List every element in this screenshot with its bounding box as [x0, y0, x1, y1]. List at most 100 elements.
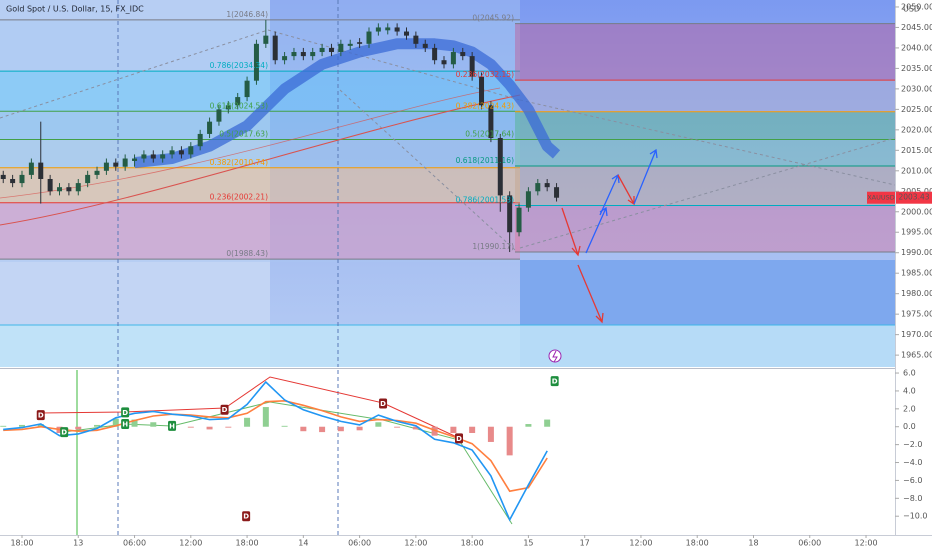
- x-tick-label: 17: [580, 539, 590, 548]
- signal-marker-label: D: [552, 378, 558, 386]
- histogram-bar: [394, 426, 401, 428]
- candle-body: [75, 183, 81, 192]
- candle-body: [441, 60, 447, 65]
- candle-body: [469, 56, 475, 77]
- fib-label: 1(2046.84): [226, 10, 268, 19]
- histogram-bar: [0, 425, 7, 427]
- x-tick-label: 18: [748, 539, 758, 548]
- histogram-bar: [450, 426, 457, 433]
- candle-body: [132, 158, 138, 161]
- y-tick-label: −8.0: [903, 494, 922, 503]
- histogram-bar: [525, 424, 532, 427]
- chart-title: Gold Spot / U.S. Dollar, 15, FX_IDC: [6, 5, 144, 14]
- fib-band: [515, 23, 895, 81]
- y-tick-label: 1970.00: [901, 330, 932, 339]
- y-tick-label: −4.0: [903, 458, 922, 467]
- trend-line: [519, 99, 896, 186]
- fib-band: [515, 166, 895, 206]
- candle-body: [141, 154, 147, 159]
- histogram-bar: [244, 417, 251, 427]
- y-tick-label: 2040.00: [901, 43, 932, 52]
- x-tick-label: 18:00: [461, 539, 484, 548]
- fib-band: [0, 139, 520, 168]
- candle-body: [122, 158, 128, 167]
- trend-line: [267, 29, 521, 101]
- candle-body: [516, 207, 522, 233]
- signal-marker: [379, 398, 388, 409]
- x-tick-label: 14: [298, 539, 308, 548]
- alert-icon[interactable]: [548, 349, 562, 363]
- signal-marker-label: D: [380, 400, 386, 408]
- candle-body: [338, 43, 344, 53]
- fib-band: [515, 205, 895, 253]
- histogram-bar: [19, 424, 26, 427]
- histogram-bar: [187, 426, 194, 428]
- signal-marker: [220, 404, 229, 415]
- y-tick-label: 2.0: [903, 404, 916, 413]
- signal-marker: [121, 419, 130, 430]
- candle-body: [413, 35, 419, 44]
- histogram-bar: [262, 407, 269, 427]
- histogram-bar: [150, 422, 157, 427]
- candle-body: [38, 162, 44, 179]
- histogram-bar: [487, 426, 494, 442]
- histogram-bar: [300, 426, 307, 432]
- x-tick-label: 06:00: [348, 539, 371, 548]
- candle-body: [310, 52, 316, 57]
- arrow: [577, 264, 604, 324]
- candle-body: [497, 138, 503, 196]
- signal-marker: [36, 410, 45, 421]
- candle-body: [57, 187, 63, 192]
- y-tick-label: 2035.00: [901, 64, 932, 73]
- fib-label: 0.786(2034.34): [210, 61, 268, 70]
- signal-marker-label: D: [222, 406, 228, 414]
- signal-marker-label: D: [122, 409, 128, 417]
- fib-label: 0(2045.92): [472, 14, 514, 23]
- candle-body: [244, 80, 250, 98]
- candle-body: [0, 174, 6, 179]
- x-tick-label: 12:00: [404, 539, 427, 548]
- x-tick-label: 06:00: [798, 539, 821, 548]
- y-tick-label: −10.0: [903, 512, 928, 521]
- histogram-bar: [506, 426, 513, 456]
- fib-label: 0(1988.43): [226, 249, 268, 258]
- candle-body: [94, 170, 100, 175]
- macd-line: [3, 380, 548, 522]
- y-tick-label: 2010.00: [901, 166, 932, 175]
- candle-body: [113, 162, 119, 167]
- candle-body: [225, 105, 231, 110]
- signal-marker-label: D: [243, 513, 249, 521]
- signal-marker: [168, 420, 177, 431]
- fib-band: [515, 111, 895, 140]
- zone-strip: [0, 325, 895, 367]
- y-tick-label: −2.0: [903, 440, 922, 449]
- histogram-bar: [75, 426, 82, 430]
- ma-line: [0, 87, 501, 199]
- y-tick-label: 1990.00: [901, 248, 932, 257]
- candle-body: [347, 43, 353, 46]
- histogram-bar: [281, 425, 288, 427]
- signal-marker-label: D: [456, 435, 462, 443]
- y-tick-label: 2045.00: [901, 23, 932, 32]
- candle-body: [263, 35, 269, 44]
- arrow: [633, 148, 658, 205]
- candle-body: [216, 109, 222, 122]
- fib-label: 0.786(2001.53): [456, 195, 514, 204]
- fib-label: 0.618(2024.53): [210, 101, 268, 110]
- signal-marker: [121, 407, 130, 418]
- fib-label: 0.5(2017.64): [465, 130, 514, 139]
- candle-body: [450, 52, 456, 65]
- fib-label: 0.236(2032.15): [456, 70, 514, 79]
- fib-labels: 1(2046.84) 0.786(2034.34) 0.618(2024.53) 0.…: [210, 10, 514, 258]
- histogram-bar: [375, 422, 382, 427]
- candles: [0, 19, 561, 253]
- candle-body: [291, 52, 297, 57]
- candle-body: [178, 150, 184, 155]
- histogram-bar: [112, 418, 119, 427]
- last-price-tag: [867, 191, 895, 204]
- y-tick-label: 2005.00: [901, 187, 932, 196]
- candle-body: [525, 191, 531, 208]
- y-tick-label: 2020.00: [901, 125, 932, 134]
- ma-line: [0, 94, 521, 226]
